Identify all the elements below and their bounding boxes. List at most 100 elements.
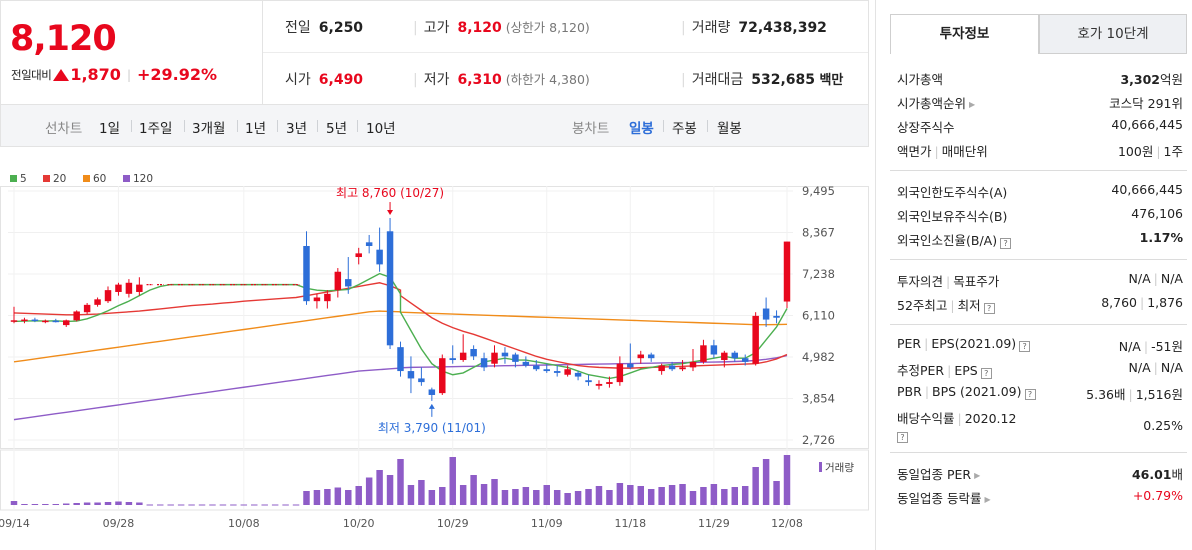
info-row-par-value: 액면가 | 매매단위 100원 | 1주 [897,141,1183,161]
candle-weekly[interactable]: 주봉 [672,121,697,137]
candle [407,371,415,379]
period-1d[interactable]: 1일 [99,121,121,137]
candle [762,308,770,320]
volume-bar [470,475,477,505]
candle [355,253,362,258]
amount-label: 거래대금 [691,72,744,88]
divider [277,120,278,132]
candle-monthly[interactable]: 월봉 [717,121,742,137]
info-label: 외국인한도주식수(A) [897,185,1008,200]
upper-limit: (상한가 8,120) [505,20,590,35]
candle [313,297,321,302]
help-icon[interactable]: ? [1019,341,1031,352]
panel-tabs: 투자정보 호가 10단계 [890,14,1187,54]
volume-bar [710,484,718,505]
y-tick-label: 6,110 [802,309,835,323]
info-value: 코스닥 291위 [1109,96,1183,111]
info-row-market-cap: 시가총액 3,302억원 [897,69,1183,89]
period-3m[interactable]: 3개월 [192,121,226,137]
candle [501,352,509,357]
candle [115,284,122,292]
volume-bar [10,501,18,505]
candle [365,242,373,246]
volume-bar [564,493,571,505]
help-icon[interactable]: ? [897,432,908,443]
info-row-sector-per[interactable]: 동일업종 PER ▶ 46.01배 [897,464,1183,484]
volume-bar [230,504,237,506]
high-annotation: 최고 8,760 (10/27) [336,186,444,200]
help-icon[interactable]: ? [983,303,995,314]
volume-bar [240,504,248,506]
y-tick-label: 4,982 [802,350,835,364]
candle [52,320,60,323]
period-10y[interactable]: 10년 [366,121,396,137]
info-value: 46.01배 [1131,467,1183,482]
candle [397,347,404,372]
info-row-foreign-limit: 외국인한도주식수(A) 40,666,445 [897,182,1183,202]
volume-bar [459,485,467,505]
price-pane-frame [0,186,869,449]
candle [783,241,791,302]
volume-bar [397,459,404,505]
info-value: 3,302억원 [1120,72,1183,87]
volume-bar [271,504,279,506]
volume-bar [553,490,561,505]
candle [595,383,603,386]
candle [376,249,383,265]
volume-bar [62,503,70,505]
volume-bar [73,503,80,505]
info-label: 52주최고 | 최저? [897,295,995,314]
volume-bar [386,475,394,505]
info-row-opinion: 투자의견 | 목표주가 N/A | N/A [897,271,1183,291]
info-label: PER | EPS(2021.09)? [897,336,1031,352]
period-1w[interactable]: 1주일 [139,121,173,137]
candle [83,304,91,313]
tab-orderbook[interactable]: 호가 10단계 [1039,14,1187,54]
info-value: 1.17% [1139,230,1183,245]
candle [94,299,101,305]
candle [585,380,592,383]
candle [345,279,352,287]
help-icon[interactable]: ? [1024,389,1036,400]
price-chart[interactable]: 5 20 60 120 9,495 8,367 7,238 6,110 4,982 3,854 2,… [0,160,869,550]
volume-bar [52,504,60,505]
volume-bar [125,502,133,505]
candle-daily[interactable]: 일봉 [629,121,654,137]
candle [658,365,665,372]
chart-period-toolbar: 선차트 1일 1주일 3개월 1년 3년 5년 10년 봉차트 일봉 주봉 월봉 [0,105,869,147]
candle [606,382,613,384]
candle [439,358,446,394]
help-icon[interactable]: ? [1000,238,1012,249]
volume-bar [480,484,488,505]
open-cell: 시가 6,490 [285,69,363,89]
volume-bar [689,491,697,505]
candle [637,354,644,359]
info-label: 액면가 | 매매단위 [897,144,988,159]
info-value: +0.79% [1132,488,1183,503]
tab-invest-info[interactable]: 투자정보 [890,14,1039,54]
volume-bar [188,504,195,506]
candle [522,361,530,366]
candle [136,284,143,292]
volume-bar [574,491,582,505]
y-tick-label: 8,367 [802,225,835,239]
candle [679,367,686,370]
volume-bar [198,504,206,506]
info-value: N/A | -51원 [1118,339,1183,354]
period-1y[interactable]: 1년 [245,121,267,137]
info-label: 시가총액 [897,72,944,87]
period-3y[interactable]: 3년 [286,121,308,137]
volume-legend-label: 거래량 [825,462,854,474]
info-value: 40,666,445 [1111,182,1183,197]
period-5y[interactable]: 5년 [326,121,348,137]
price-chart-svg: 5 20 60 120 9,495 8,367 7,238 6,110 4,982 3,854 2,… [0,173,869,530]
prev-close-cell: 전일 6,250 [285,17,363,37]
candle [773,315,780,318]
info-row-pbr: PBR | BPS (2021.09)? 5.36배 | 1,516원 [897,384,1183,404]
info-row-sector-change[interactable]: 동일업종 등락률 ▶ +0.79% [897,488,1183,508]
candle [512,354,519,362]
info-row-market-cap-rank[interactable]: 시가총액순위 ▶ 코스닥 291위 [897,93,1183,113]
help-icon[interactable]: ? [980,368,992,379]
volume-bar [355,486,362,505]
candle [73,311,80,321]
